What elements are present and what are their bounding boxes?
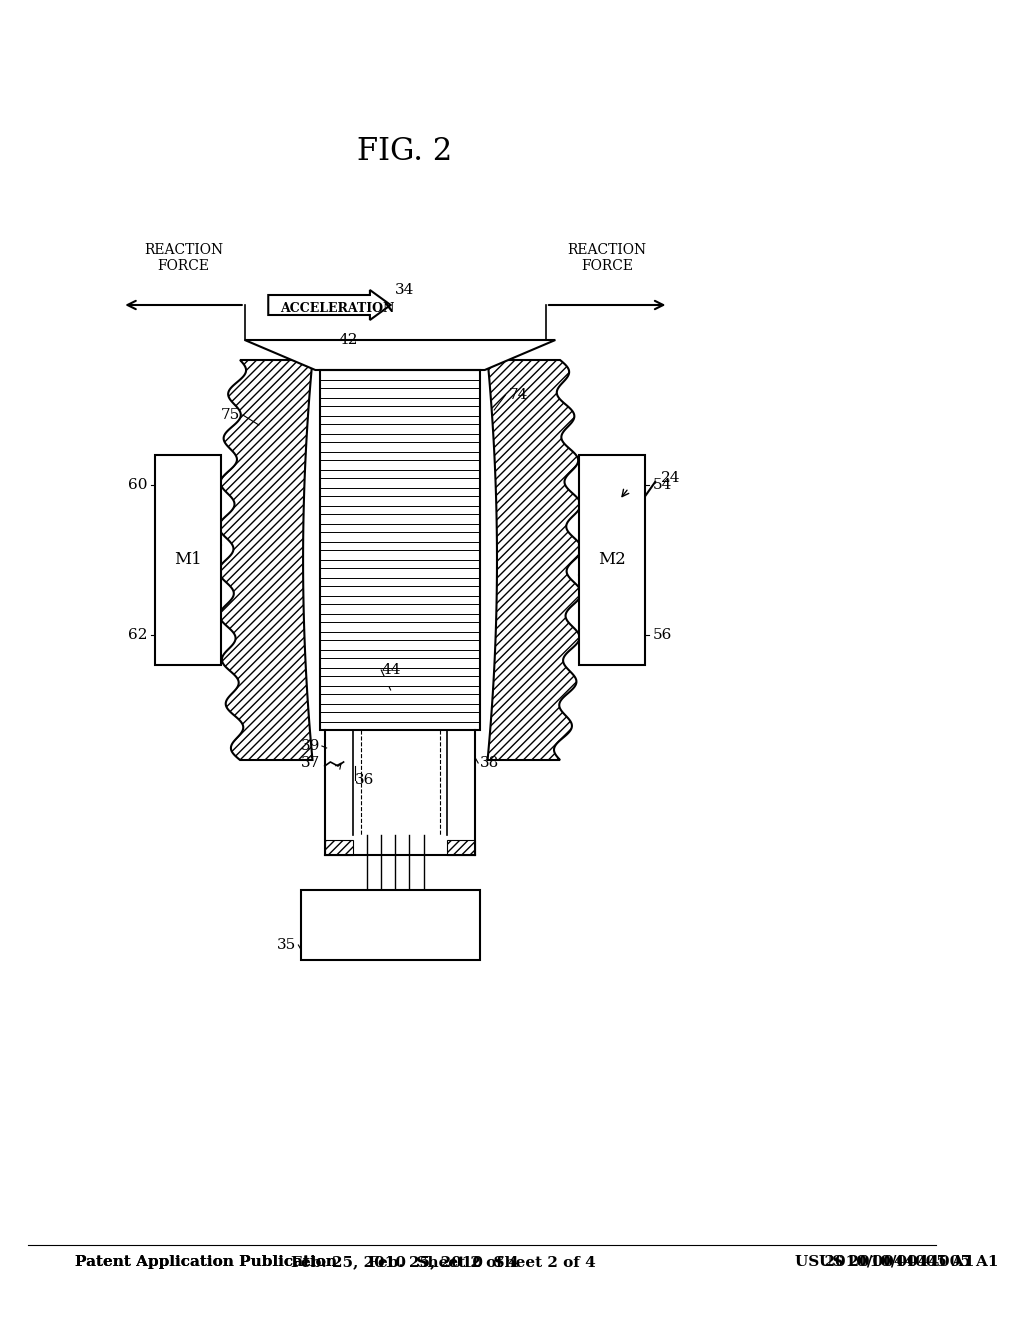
Bar <box>321 711 480 722</box>
Text: 38: 38 <box>480 756 500 770</box>
Text: 60: 60 <box>128 478 147 492</box>
Text: Patent Application Publication: Patent Application Publication <box>76 1255 337 1269</box>
Bar <box>321 622 480 632</box>
Bar <box>321 370 480 380</box>
Bar <box>447 840 475 855</box>
Text: US 2010/0044005 A1: US 2010/0044005 A1 <box>819 1255 998 1269</box>
Bar <box>321 442 480 451</box>
Text: 34: 34 <box>395 282 415 297</box>
Bar <box>321 568 480 578</box>
Text: 36: 36 <box>355 774 374 787</box>
Bar <box>321 694 480 704</box>
FancyArrow shape <box>268 290 390 319</box>
Bar <box>321 605 480 614</box>
Text: 44: 44 <box>381 663 400 677</box>
Text: 37: 37 <box>301 756 321 770</box>
Text: 62: 62 <box>128 628 147 642</box>
Text: US 2010/0044005 A1: US 2010/0044005 A1 <box>795 1255 975 1269</box>
Bar <box>156 455 221 665</box>
Bar <box>321 370 480 730</box>
Text: 24: 24 <box>660 471 680 484</box>
Text: REACTION
FORCE: REACTION FORCE <box>144 243 223 273</box>
Bar <box>325 840 353 855</box>
Text: 75: 75 <box>221 408 240 422</box>
Bar <box>321 550 480 560</box>
Text: 54: 54 <box>652 478 672 492</box>
Text: 56: 56 <box>652 628 672 642</box>
Bar <box>321 459 480 470</box>
Text: FIG. 2: FIG. 2 <box>357 136 453 168</box>
Bar <box>321 640 480 649</box>
Bar <box>301 890 480 960</box>
Polygon shape <box>487 360 582 760</box>
Bar <box>321 388 480 397</box>
Bar <box>321 657 480 668</box>
Bar <box>321 424 480 434</box>
Text: 42: 42 <box>339 333 358 347</box>
Text: 74: 74 <box>508 388 527 403</box>
Text: M1: M1 <box>174 552 202 569</box>
Bar <box>321 676 480 686</box>
Bar <box>321 496 480 506</box>
Text: ACCELERATION: ACCELERATION <box>280 301 394 314</box>
Bar <box>321 407 480 416</box>
Bar <box>321 478 480 488</box>
Polygon shape <box>218 360 312 760</box>
Text: Feb. 25, 2010  Sheet 2 of 4: Feb. 25, 2010 Sheet 2 of 4 <box>291 1255 518 1269</box>
Bar <box>579 455 645 665</box>
Text: 35: 35 <box>278 939 297 952</box>
Text: M2: M2 <box>598 552 626 569</box>
Text: REACTION
FORCE: REACTION FORCE <box>567 243 647 273</box>
Bar <box>321 532 480 543</box>
Text: Feb. 25, 2010  Sheet 2 of 4: Feb. 25, 2010 Sheet 2 of 4 <box>368 1255 596 1269</box>
Bar <box>321 586 480 595</box>
Bar <box>321 513 480 524</box>
Text: Patent Application Publication: Patent Application Publication <box>76 1255 337 1269</box>
Polygon shape <box>245 341 555 370</box>
Text: 39: 39 <box>301 739 321 752</box>
